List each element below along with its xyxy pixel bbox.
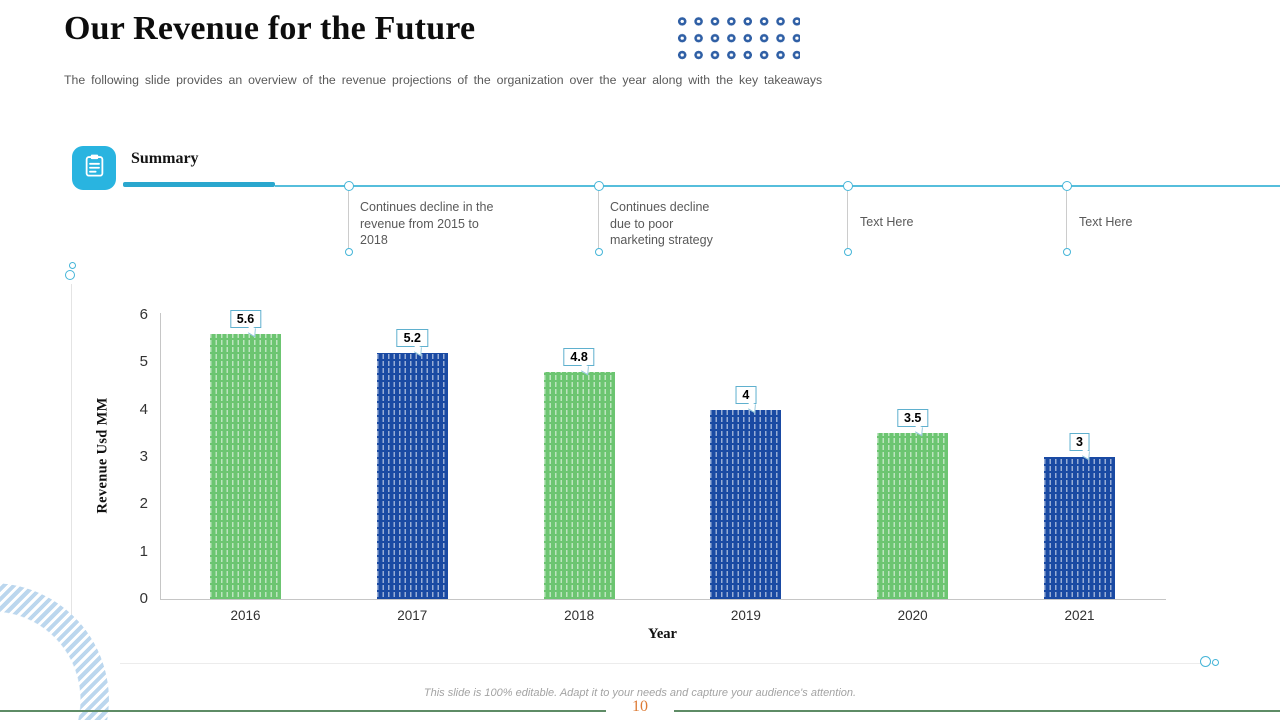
data-label-callout: 4: [735, 385, 757, 404]
timeline-item-3: Text Here: [860, 215, 914, 229]
y-tick-label: 4: [139, 400, 148, 418]
circle-decoration: [69, 262, 76, 269]
timeline-end-circle: [844, 248, 852, 256]
circle-decoration: [1200, 656, 1211, 667]
timeline-item-1: Continues decline in the revenue from 20…: [360, 200, 494, 247]
x-tick-label: 2016: [230, 608, 261, 623]
slide-subtitle: The following slide provides an overview…: [64, 73, 823, 87]
x-tick-label: 2017: [397, 608, 428, 623]
data-label-callout: 3: [1069, 433, 1090, 451]
footer-divider-line: [120, 663, 1215, 664]
page-number: 10: [632, 698, 648, 715]
timeline-connector: [1066, 191, 1067, 248]
circle-decoration: [65, 270, 75, 280]
timeline-node: [1062, 181, 1072, 191]
timeline-node: [344, 181, 354, 191]
circle-decoration: [1212, 659, 1219, 666]
footer-rule-left: [0, 710, 606, 712]
timeline-connector: [847, 191, 848, 248]
timeline-end-circle: [1063, 248, 1071, 256]
bar-2019: [710, 409, 782, 599]
data-label-callout: 3.5: [896, 409, 929, 428]
data-label-callout: 5.2: [396, 328, 428, 347]
vertical-guide-line: [71, 284, 72, 656]
timeline-node: [843, 181, 853, 191]
timeline-connector: [348, 191, 349, 248]
bar-2020: [877, 433, 949, 599]
x-tick-label: 2020: [897, 608, 928, 623]
timeline-item-4: Text Here: [1079, 215, 1133, 229]
x-tick-label: 2021: [1064, 608, 1095, 623]
footer-rule-right: [674, 710, 1280, 712]
x-tick-label: 2019: [730, 608, 761, 623]
y-axis-title: Revenue Usd MM: [94, 397, 111, 514]
data-label-callout: 5.6: [229, 309, 262, 328]
summary-icon-badge: [72, 146, 116, 190]
timeline-end-circle: [345, 248, 353, 256]
dots-pattern-decoration: [670, 11, 800, 61]
summary-heading: Summary: [131, 150, 199, 167]
clipboard-icon: [81, 152, 108, 184]
timeline-node: [594, 181, 604, 191]
chart-y-axis: [160, 313, 161, 599]
bar-2018: [543, 371, 615, 599]
y-tick-label: 3: [139, 448, 148, 465]
chart-x-axis: [160, 599, 1166, 600]
bar-2017: [376, 352, 448, 599]
y-tick-label: 2: [139, 495, 148, 513]
x-tick-label: 2018: [564, 608, 595, 623]
timeline-connector: [598, 191, 599, 248]
data-label-callout: 4.8: [563, 347, 595, 366]
timeline-accent-bar: [123, 182, 275, 187]
y-tick-label: 5: [139, 353, 148, 371]
bar-2016: [210, 333, 281, 599]
timeline-item-2: Continues decline due to poor marketing …: [610, 200, 713, 247]
timeline-line: [275, 185, 1280, 187]
hatched-ring-decoration: [0, 583, 109, 720]
editable-note: This slide is 100% editable. Adapt it to…: [423, 687, 857, 699]
x-axis-title: Year: [648, 626, 677, 642]
y-tick-label: 6: [139, 306, 148, 323]
y-tick-label: 1: [139, 542, 148, 560]
bar-2021: [1044, 457, 1115, 599]
bar-chart-plot-area: 5.6 2016 5.2 2017 4.8 2018 4 2019 3.5 2020 3 2021: [160, 309, 1165, 623]
timeline-end-circle: [595, 248, 603, 256]
y-tick-label: 0: [139, 590, 148, 607]
page-title: Our Revenue for the Future: [64, 10, 476, 47]
